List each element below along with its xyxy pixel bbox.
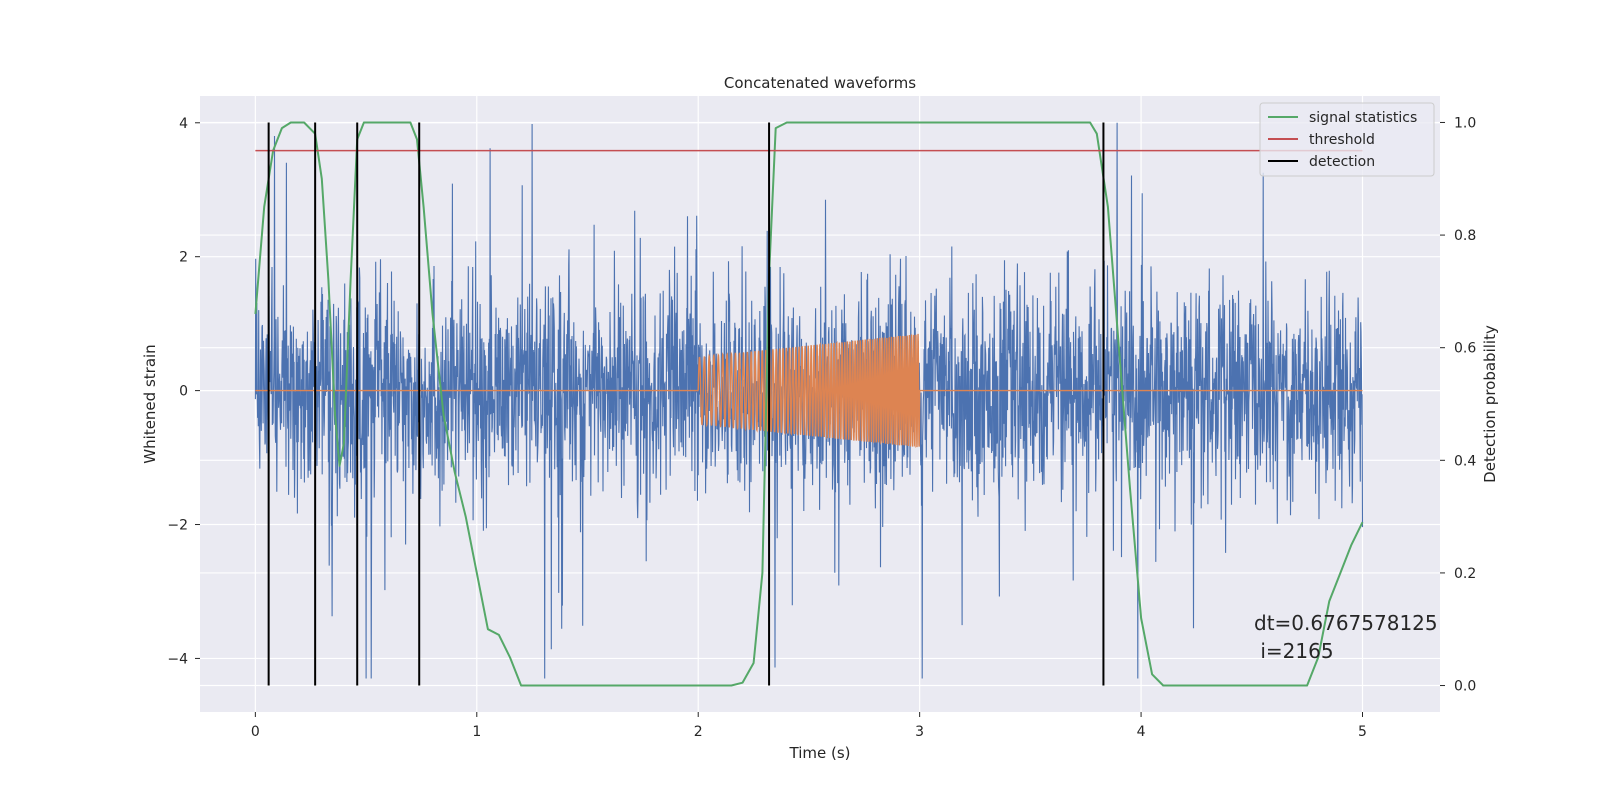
series-signal-statistics (254, 121, 1364, 687)
y-right-tick-label: 0.4 (1454, 453, 1476, 469)
annotation-i: i=2165 (1254, 639, 1334, 663)
y-right-tick-label: 0.2 (1454, 566, 1476, 582)
chart-title: Concatenated waveforms (724, 74, 916, 92)
annotation-dt: dt=0.6767578125 (1254, 611, 1438, 635)
y-axis-label-left: Whitened strain (141, 344, 159, 463)
plot-layers (254, 121, 1364, 687)
y-right-tick-label: 1.0 (1454, 115, 1476, 131)
y-right-tick-label: 0.8 (1454, 228, 1476, 244)
x-tick-label: 5 (1358, 724, 1367, 740)
legend-label-threshold: threshold (1309, 132, 1375, 148)
y-left-tick-label: 4 (179, 116, 188, 132)
x-axis-label: Time (s) (789, 744, 851, 762)
y-right-tick-label: 0.0 (1454, 679, 1476, 695)
legend: signal statistics threshold detection (1259, 102, 1435, 177)
y-left-tick-label: −2 (167, 518, 188, 534)
legend-label-detection: detection (1309, 154, 1375, 170)
x-tick-label: 0 (251, 724, 260, 740)
x-axis-ticks: 0 1 2 3 4 5 (251, 712, 1367, 740)
y-left-tick-label: −4 (167, 651, 188, 667)
y-axis-right-ticks: 1.0 0.8 0.6 0.4 0.2 0.0 (1440, 115, 1476, 695)
x-tick-label: 3 (915, 724, 924, 740)
y-left-tick-label: 0 (179, 384, 188, 400)
y-axis-left-ticks: 4 2 0 −2 −4 (167, 116, 200, 667)
x-tick-label: 1 (472, 724, 481, 740)
x-tick-label: 2 (694, 724, 703, 740)
y-left-tick-label: 2 (179, 250, 188, 266)
y-right-tick-label: 0.6 (1454, 341, 1476, 357)
x-tick-label: 4 (1137, 724, 1146, 740)
y-axis-label-right: Detection probability (1481, 325, 1499, 483)
legend-box (1259, 102, 1435, 177)
series-injected-chirp (255, 333, 1363, 449)
legend-label-signal-statistics: signal statistics (1309, 110, 1417, 126)
